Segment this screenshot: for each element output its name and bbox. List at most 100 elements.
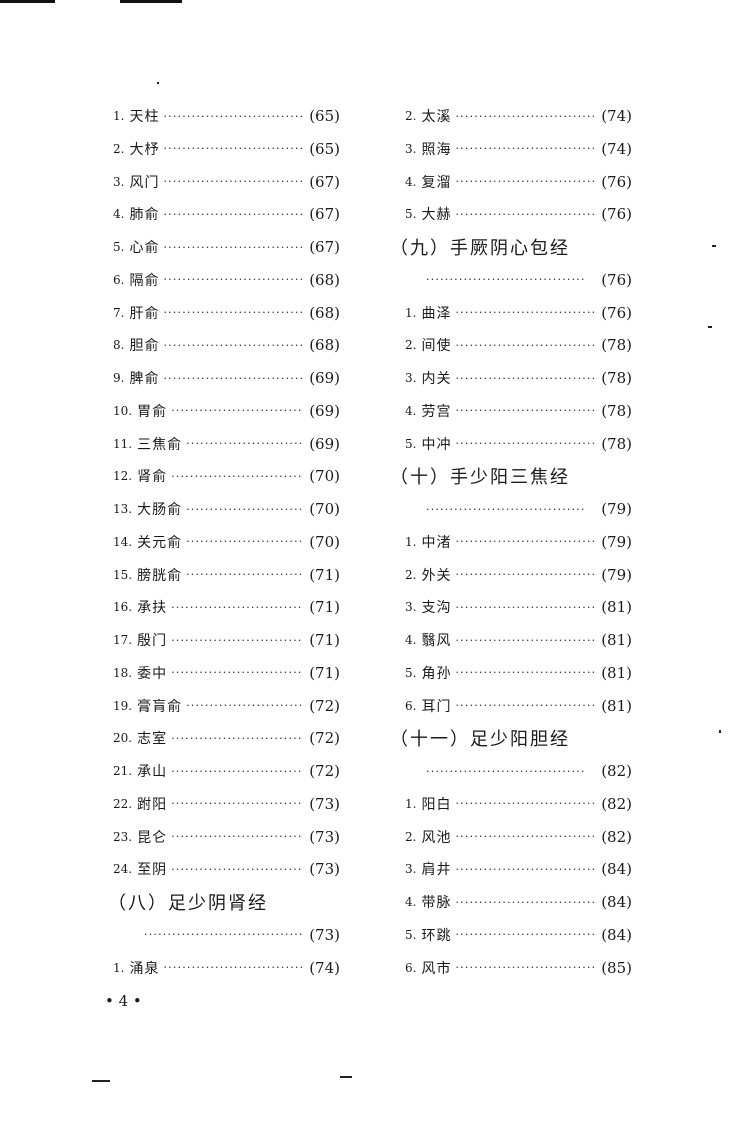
page-reference: (72) bbox=[309, 696, 340, 715]
entry-number: 6. bbox=[405, 960, 417, 975]
entry-number: 7. bbox=[113, 305, 125, 320]
entry-number: 3. bbox=[405, 141, 417, 156]
leader-dots: ·································· bbox=[455, 535, 595, 549]
toc-entry: 2. 太溪·································· (7… bbox=[390, 103, 632, 129]
entry-number: 1. bbox=[405, 534, 417, 549]
toc-section-heading: （十一）足少阳胆经 bbox=[390, 725, 632, 751]
page-reference: (71) bbox=[309, 598, 340, 617]
leader-dots: ·································· bbox=[455, 862, 595, 876]
page-reference: (70) bbox=[309, 500, 340, 518]
toc-section-page-line: ·································· (79) bbox=[390, 496, 632, 522]
entry-number: 3. bbox=[113, 174, 125, 189]
entry-number: 5. bbox=[405, 665, 417, 680]
entry-number: 1. bbox=[405, 796, 417, 811]
leader-dots: ·································· bbox=[186, 502, 304, 516]
toc-section-page-line: ·································· (73) bbox=[108, 922, 340, 948]
page-reference: (71) bbox=[309, 565, 340, 584]
toc-entry: 2. 外关·································· (7… bbox=[390, 562, 632, 588]
entry-number: 20. bbox=[113, 731, 133, 746]
entry-number: 3. bbox=[405, 862, 417, 877]
leader-dots: ·································· bbox=[171, 764, 303, 778]
scan-edge-mark bbox=[120, 0, 182, 3]
toc-entry: 2. 大杼·································· (6… bbox=[108, 136, 340, 162]
toc-entry: 22. 跗阳·································· (… bbox=[108, 791, 340, 817]
leader-dots: ·································· bbox=[455, 338, 595, 352]
entry-name: 角孙 bbox=[421, 665, 452, 682]
page-reference: (78) bbox=[601, 369, 632, 387]
entry-number: 12. bbox=[113, 469, 133, 484]
toc-entry: 3. 风门·································· (6… bbox=[108, 169, 340, 195]
scan-speck bbox=[92, 1080, 110, 1082]
section-title: （十一）足少阳胆经 bbox=[390, 729, 570, 751]
toc-section-heading: （九）手厥阴心包经 bbox=[390, 234, 632, 260]
page-reference: (71) bbox=[309, 663, 340, 682]
entry-number: 2. bbox=[113, 141, 125, 156]
entry-number: 2. bbox=[405, 567, 417, 582]
toc-section-heading: （十）手少阳三焦经 bbox=[390, 463, 632, 489]
page-reference: (82) bbox=[601, 827, 632, 846]
page-reference: (69) bbox=[309, 434, 340, 453]
leader-dots: ·································· bbox=[171, 469, 303, 483]
toc-entry: 4. 复溜·································· (7… bbox=[390, 169, 632, 195]
entry-number: 9. bbox=[113, 371, 125, 385]
toc-entry: 13. 大肠俞··································… bbox=[108, 496, 340, 522]
entry-number: 4. bbox=[113, 207, 125, 222]
leader-dots: ·································· bbox=[426, 273, 586, 287]
leader-dots: ·································· bbox=[455, 600, 595, 614]
scan-speck bbox=[157, 82, 159, 84]
page-reference: (67) bbox=[309, 205, 340, 224]
entry-name: 翳风 bbox=[421, 633, 452, 649]
leader-dots: ·································· bbox=[171, 404, 303, 418]
page-reference: (69) bbox=[309, 369, 340, 387]
leader-dots: ·································· bbox=[171, 633, 303, 647]
entry-number: 10. bbox=[113, 403, 133, 418]
leader-dots: ·································· bbox=[171, 731, 303, 745]
toc-entry: 18. 委中·································· (… bbox=[108, 660, 340, 686]
leader-dots: ·································· bbox=[455, 666, 595, 680]
toc-entry: 9. 脾俞·································· (6… bbox=[108, 365, 340, 391]
entry-number: 5. bbox=[405, 927, 417, 942]
leader-dots: ·································· bbox=[426, 764, 586, 778]
toc-section-page-line: ·································· (82) bbox=[390, 758, 632, 784]
entry-number: 1. bbox=[405, 305, 417, 320]
page-reference: (65) bbox=[309, 139, 340, 158]
page-reference: (84) bbox=[601, 893, 632, 911]
scan-speck bbox=[712, 245, 716, 247]
entry-number: 2. bbox=[405, 829, 417, 844]
entry-number: 23. bbox=[113, 829, 133, 844]
page-reference: (82) bbox=[601, 762, 632, 780]
page-reference: (81) bbox=[601, 598, 632, 617]
toc-entry: 5. 角孙·································· (8… bbox=[390, 660, 632, 686]
entry-number: 8. bbox=[113, 338, 125, 353]
toc-entry: 2. 风池·································· (8… bbox=[390, 824, 632, 850]
entry-number: 4. bbox=[405, 895, 417, 909]
scan-speck bbox=[340, 1076, 352, 1078]
entry-name: 环跳 bbox=[421, 927, 452, 944]
entry-name: 三焦俞 bbox=[137, 436, 183, 453]
entry-name: 心俞 bbox=[129, 240, 160, 256]
scan-speck bbox=[719, 730, 721, 733]
page-reference: (85) bbox=[601, 958, 632, 977]
entry-name: 跗阳 bbox=[137, 796, 168, 813]
entry-number: 5. bbox=[405, 207, 417, 222]
leader-dots: ·································· bbox=[171, 830, 303, 843]
leader-dots: ·································· bbox=[455, 142, 595, 156]
entry-name: 天柱 bbox=[129, 109, 160, 125]
entry-number: 5. bbox=[405, 436, 417, 451]
toc-section-heading: （八）足少阴肾经 bbox=[108, 889, 340, 915]
section-title: （十）手少阳三焦经 bbox=[390, 467, 570, 489]
leader-dots: ·································· bbox=[163, 306, 303, 319]
page-reference: (81) bbox=[601, 696, 632, 715]
toc-entry: 5. 大赫·································· (7… bbox=[390, 201, 632, 227]
page-reference: (68) bbox=[309, 336, 340, 355]
leader-dots: ·································· bbox=[171, 797, 303, 811]
entry-name: 膀胱俞 bbox=[137, 567, 183, 584]
entry-number: 16. bbox=[113, 600, 133, 615]
toc-entry: 1. 涌泉·································· (7… bbox=[108, 955, 340, 981]
entry-name: 志室 bbox=[137, 731, 168, 748]
leader-dots: ·································· bbox=[171, 666, 303, 680]
toc-entry: 2. 间使·································· (7… bbox=[390, 332, 632, 358]
entry-name: 耳门 bbox=[421, 698, 452, 715]
leader-dots: ·································· bbox=[186, 568, 304, 581]
leader-dots: ·································· bbox=[186, 437, 304, 450]
